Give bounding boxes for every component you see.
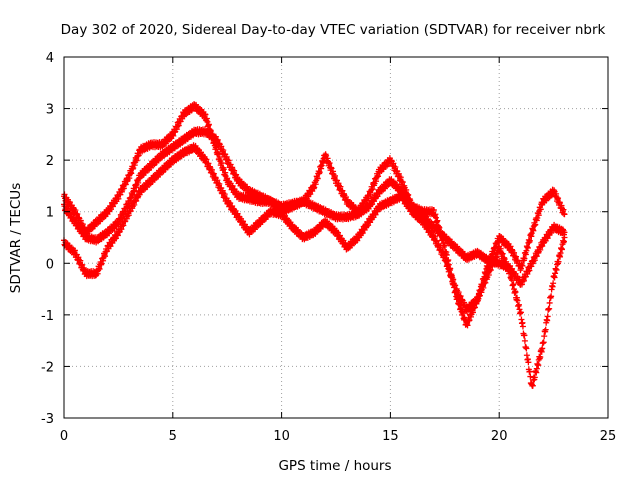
data-point: [559, 246, 566, 253]
y-tick-label: 1: [46, 206, 54, 221]
data-point: [316, 169, 323, 176]
data-point: [524, 244, 531, 251]
data-point: [507, 268, 514, 275]
data-point: [131, 187, 138, 194]
data-point: [441, 242, 448, 249]
data-point: [517, 309, 524, 316]
data-point: [452, 282, 459, 289]
data-point: [526, 368, 533, 375]
chart-title: Day 302 of 2020, Sidereal Day-to-day VTE…: [61, 22, 606, 38]
data-point: [476, 292, 483, 299]
data-point: [531, 374, 538, 381]
series-1: [61, 101, 568, 329]
y-tick-label: 3: [46, 103, 54, 118]
series-3: [61, 142, 568, 389]
x-tick-label: 5: [169, 429, 177, 444]
data-point: [514, 297, 521, 304]
data-point: [521, 337, 528, 344]
data-point: [526, 237, 533, 244]
data-point: [311, 184, 318, 191]
data-point: [509, 277, 516, 284]
data-point: [519, 262, 526, 269]
data-point: [537, 206, 544, 213]
data-point: [460, 310, 467, 317]
y-tick-label: -1: [41, 309, 54, 324]
data-point: [557, 250, 564, 257]
data-point: [555, 258, 562, 265]
data-layer: [61, 101, 568, 389]
data-point: [548, 293, 555, 300]
data-point: [561, 234, 568, 241]
data-point: [546, 305, 553, 312]
data-point: [537, 354, 544, 361]
x-tick-label: 25: [600, 429, 617, 444]
data-point: [561, 229, 568, 236]
x-tick-label: 10: [273, 429, 290, 444]
data-point: [544, 313, 551, 320]
data-point: [535, 362, 542, 369]
data-point: [519, 323, 526, 330]
data-point: [561, 211, 568, 218]
x-tick-label: 15: [382, 429, 399, 444]
data-point: [202, 111, 209, 118]
data-point: [527, 373, 534, 380]
data-point: [540, 339, 547, 346]
data-point: [550, 280, 557, 287]
data-point: [430, 206, 437, 213]
y-tick-label: -3: [41, 412, 54, 427]
ticks: 0 5 10 15 20 25 -3 -2 -1 0 1 2 3 4: [41, 51, 616, 444]
y-tick-label: -2: [41, 360, 54, 375]
data-point: [542, 326, 549, 333]
data-point: [553, 266, 560, 273]
data-point: [546, 299, 553, 306]
plot-frame: [63, 56, 609, 419]
data-point: [532, 221, 539, 228]
data-point: [529, 382, 536, 389]
data-point: [466, 317, 473, 324]
y-tick-label: 0: [46, 257, 54, 272]
y-axis-label: SDTVAR / TECUs: [8, 183, 24, 293]
x-tick-label: 0: [60, 429, 68, 444]
data-point: [512, 289, 519, 296]
x-axis-label: GPS time / hours: [278, 458, 391, 474]
x-tick-label: 20: [491, 429, 508, 444]
data-point: [525, 359, 532, 366]
y-tick-label: 4: [46, 51, 54, 66]
data-point: [220, 166, 227, 173]
grid: [64, 57, 608, 418]
data-point: [521, 255, 528, 262]
data-point: [446, 267, 453, 274]
data-point: [539, 345, 546, 352]
y-tick-label: 2: [46, 154, 54, 169]
data-point: [521, 332, 528, 339]
data-point: [218, 159, 225, 166]
data-point: [523, 345, 530, 352]
data-point: [135, 152, 142, 159]
